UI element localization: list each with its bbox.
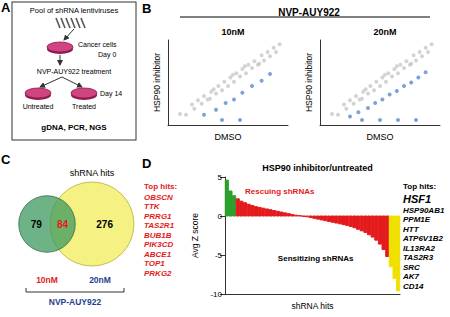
svg-text:SRC: SRC — [403, 263, 420, 272]
svg-text:HSF1: HSF1 — [403, 193, 431, 205]
svg-text:Top hits:: Top hits: — [403, 182, 436, 191]
svg-text:Sensitizing shRNAs: Sensitizing shRNAs — [278, 254, 354, 263]
svg-text:TTK: TTK — [144, 202, 161, 211]
svg-text:HSP90 inhibitor/untreated: HSP90 inhibitor/untreated — [262, 163, 373, 173]
svg-text:ATP6V1B2: ATP6V1B2 — [402, 234, 443, 243]
svg-text:276: 276 — [96, 219, 113, 230]
svg-text:DMSO: DMSO — [215, 132, 242, 142]
svg-text:Cancer cells: Cancer cells — [78, 41, 117, 48]
svg-text:-10: -10 — [210, 290, 222, 299]
svg-text:-5: -5 — [215, 251, 223, 260]
svg-text:B: B — [142, 1, 151, 16]
svg-text:ABCE1: ABCE1 — [143, 250, 172, 259]
svg-text:TAS2R1: TAS2R1 — [144, 221, 175, 230]
svg-text:10nM: 10nM — [36, 275, 58, 285]
svg-text:C: C — [1, 152, 11, 167]
svg-text:AK7: AK7 — [402, 272, 420, 281]
svg-text:10nM: 10nM — [221, 27, 244, 37]
svg-text:IL13RA2: IL13RA2 — [403, 244, 436, 253]
svg-text:5: 5 — [218, 173, 223, 182]
svg-text:Day 0: Day 0 — [98, 51, 116, 59]
svg-text:Pool of shRNA lentiviruses: Pool of shRNA lentiviruses — [30, 6, 119, 15]
svg-text:shRNA hits: shRNA hits — [70, 168, 115, 178]
svg-text:NVP-AUY922 treatment: NVP-AUY922 treatment — [37, 68, 111, 75]
svg-text:0: 0 — [218, 212, 223, 221]
svg-text:Treated: Treated — [72, 103, 96, 110]
svg-text:Avg Z score: Avg Z score — [190, 213, 200, 258]
svg-text:CD14: CD14 — [403, 282, 424, 291]
svg-text:Day 14: Day 14 — [100, 90, 122, 98]
svg-text:PRRG1: PRRG1 — [144, 212, 172, 221]
svg-text:Top hits:: Top hits: — [144, 182, 177, 191]
svg-text:NVP-AUY922: NVP-AUY922 — [49, 297, 102, 307]
svg-text:NVP-AUY922: NVP-AUY922 — [278, 7, 340, 18]
svg-text:Rescuing shRNAs: Rescuing shRNAs — [245, 187, 315, 196]
svg-text:shRNA hits: shRNA hits — [291, 301, 333, 311]
svg-text:TOP1: TOP1 — [144, 259, 165, 268]
svg-text:84: 84 — [57, 219, 69, 230]
svg-text:PRKG2: PRKG2 — [144, 269, 172, 278]
svg-text:BUB1B: BUB1B — [144, 231, 172, 240]
svg-text:HSP90 inhibitor: HSP90 inhibitor — [152, 53, 162, 112]
svg-text:HSP90 inhibitor: HSP90 inhibitor — [304, 53, 314, 112]
svg-text:D: D — [142, 156, 151, 171]
svg-text:20nM: 20nM — [373, 27, 396, 37]
svg-text:gDNA, PCR, NGS: gDNA, PCR, NGS — [41, 123, 107, 132]
svg-text:20nM: 20nM — [89, 275, 111, 285]
svg-text:79: 79 — [31, 219, 43, 230]
svg-text:PPM1E: PPM1E — [403, 215, 431, 224]
svg-text:TAS2R3: TAS2R3 — [403, 253, 434, 262]
svg-text:PIK3CD: PIK3CD — [144, 240, 174, 249]
svg-text:HTT: HTT — [403, 225, 420, 234]
svg-text:A: A — [1, 0, 11, 15]
svg-text:OBSCN: OBSCN — [144, 193, 173, 202]
svg-text:Untreated: Untreated — [23, 103, 54, 110]
svg-text:HSP90AB1: HSP90AB1 — [403, 206, 445, 215]
svg-text:DMSO: DMSO — [367, 132, 394, 142]
